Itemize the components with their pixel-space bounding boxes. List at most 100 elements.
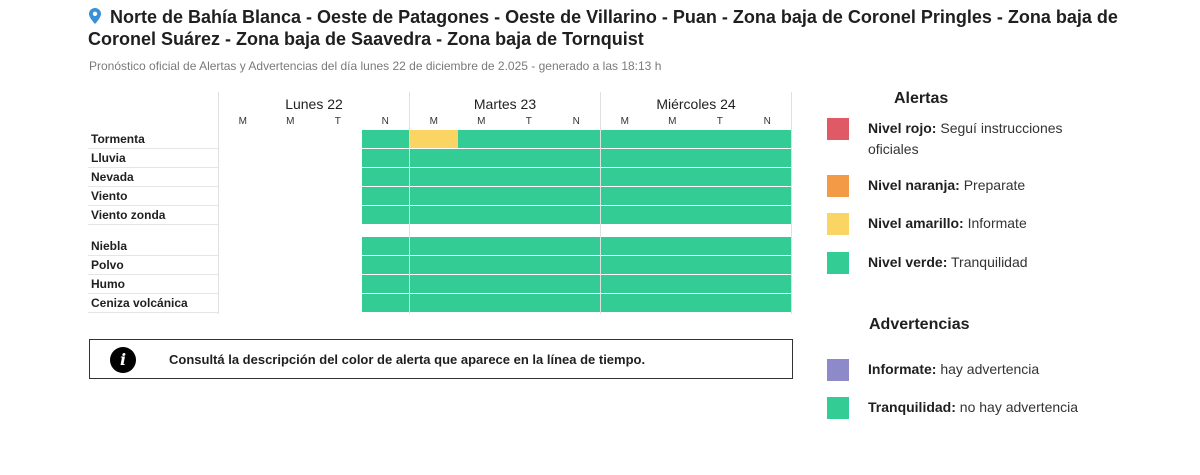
timeline-cell-verde xyxy=(648,187,697,205)
slot-label: M xyxy=(286,116,295,127)
row-label: Viento zonda xyxy=(91,208,166,222)
timeline-cell-verde xyxy=(361,206,409,224)
timeline-cell-verde xyxy=(505,168,553,186)
legend-level-description: Seguí instrucciones oficiales xyxy=(868,120,1063,157)
slot-label: T xyxy=(334,116,341,127)
info-notice: i Consultá la descripción del color de a… xyxy=(89,339,793,379)
row-label: Nevada xyxy=(91,170,134,184)
timeline-cell-verde xyxy=(552,256,600,274)
legend-text: Informate: hay advertencia xyxy=(868,359,1083,380)
legend-level-name: Tranquilidad: xyxy=(868,399,956,415)
timeline-cell-verde xyxy=(601,130,649,148)
timeline-cell-verde xyxy=(410,237,458,255)
row-divider xyxy=(88,186,218,187)
timeline-cell-verde xyxy=(743,168,791,186)
timeline-cell-verde xyxy=(648,130,697,148)
timeline-cell-verde xyxy=(743,256,791,274)
timeline-cell-verde xyxy=(457,168,506,186)
legend-swatch-rojo xyxy=(827,118,849,140)
timeline-cell-verde xyxy=(696,206,744,224)
timeline-cell-verde xyxy=(648,206,697,224)
timeline-cell-verde xyxy=(361,237,409,255)
timeline-cell-verde xyxy=(505,149,553,167)
row-label: Ceniza volcánica xyxy=(91,296,188,310)
row-label: Polvo xyxy=(91,258,124,272)
timeline-cell-verde xyxy=(743,187,791,205)
slot-label: N xyxy=(381,116,389,127)
row-divider xyxy=(88,224,218,225)
day-divider xyxy=(600,92,601,314)
timeline-cell-verde xyxy=(696,256,744,274)
timeline-cell-verde xyxy=(743,237,791,255)
timeline-cell-verde xyxy=(601,275,649,293)
timeline-cell-verde xyxy=(552,130,600,148)
timeline-cell-verde xyxy=(361,149,409,167)
legend-level-description: Tranquilidad xyxy=(947,254,1028,270)
page-subtitle: Pronóstico oficial de Alertas y Adverten… xyxy=(89,59,662,73)
timeline-cell-verde xyxy=(505,130,553,148)
timeline-cell-verde xyxy=(601,168,649,186)
timeline-cell-verde xyxy=(601,149,649,167)
timeline-cell-verde xyxy=(457,237,506,255)
legend-alerts-title: Alertas xyxy=(894,90,949,107)
slot-label: M xyxy=(668,116,677,127)
timeline-cell-verde xyxy=(648,294,697,312)
timeline-cell-verde xyxy=(648,256,697,274)
timeline-cell-verde xyxy=(648,149,697,167)
row-divider xyxy=(88,312,218,313)
timeline-cell-verde xyxy=(552,294,600,312)
day-divider xyxy=(791,92,792,314)
timeline-cell-verde xyxy=(696,237,744,255)
legend-swatch-informate xyxy=(827,359,849,381)
timeline-cell-verde xyxy=(410,206,458,224)
row-divider xyxy=(88,167,218,168)
legend-level-description: Informate xyxy=(963,215,1027,231)
timeline-cell-verde xyxy=(743,294,791,312)
timeline-cell-verde xyxy=(552,168,600,186)
slot-label: N xyxy=(572,116,580,127)
row-divider xyxy=(88,293,218,294)
day-divider xyxy=(409,92,410,314)
timeline-cell-verde xyxy=(505,187,553,205)
timeline-cell-verde xyxy=(505,275,553,293)
alert-timeline: Lunes 22 M M T N Martes 23 M M T N Miércoles 24 M M T… xyxy=(88,92,793,314)
legend-level-name: Nivel amarillo: xyxy=(868,215,964,231)
timeline-cell-verde xyxy=(361,294,409,312)
row-label: Humo xyxy=(91,277,125,291)
legend-level-description: Preparate xyxy=(959,177,1026,193)
timeline-cell-verde xyxy=(505,206,553,224)
row-label: Niebla xyxy=(91,239,128,253)
timeline-cell-verde xyxy=(743,149,791,167)
timeline-cell-verde xyxy=(743,275,791,293)
timeline-cell-verde xyxy=(696,275,744,293)
timeline-cell-verde xyxy=(601,256,649,274)
timeline-cell-verde xyxy=(361,275,409,293)
timeline-cell-verde xyxy=(505,237,553,255)
legend-text: Nivel rojo: Seguí instrucciones oficiale… xyxy=(868,118,1083,160)
timeline-cell-verde xyxy=(696,130,744,148)
legend-warnings-title: Advertencias xyxy=(869,316,970,333)
page-title: Norte de Bahía Blanca - Oeste de Patagon… xyxy=(88,6,1188,50)
timeline-cell-verde xyxy=(696,149,744,167)
timeline-cell-verde xyxy=(410,256,458,274)
slot-label: M xyxy=(429,116,438,127)
timeline-cell-verde xyxy=(361,130,409,148)
timeline-cell-verde xyxy=(457,275,506,293)
legend-swatch-tranquilidad xyxy=(827,397,849,419)
timeline-cell-verde xyxy=(457,206,506,224)
timeline-cell-verde xyxy=(552,275,600,293)
legend-level-name: Informate: xyxy=(868,361,937,377)
slot-label: N xyxy=(763,116,771,127)
legend-level-name: Nivel verde: xyxy=(868,254,948,270)
timeline-cell-verde xyxy=(410,275,458,293)
timeline-cell-verde xyxy=(648,275,697,293)
legend-level-name: Nivel rojo: xyxy=(868,120,937,136)
row-divider xyxy=(88,205,218,206)
slot-label: M xyxy=(620,116,629,127)
location-pin-icon xyxy=(89,8,101,24)
legend-swatch-naranja xyxy=(827,175,849,197)
legend-text: Nivel naranja: Preparate xyxy=(868,175,1083,196)
slot-label: M xyxy=(477,116,486,127)
timeline-cell-verde xyxy=(601,237,649,255)
timeline-cell-verde xyxy=(696,187,744,205)
